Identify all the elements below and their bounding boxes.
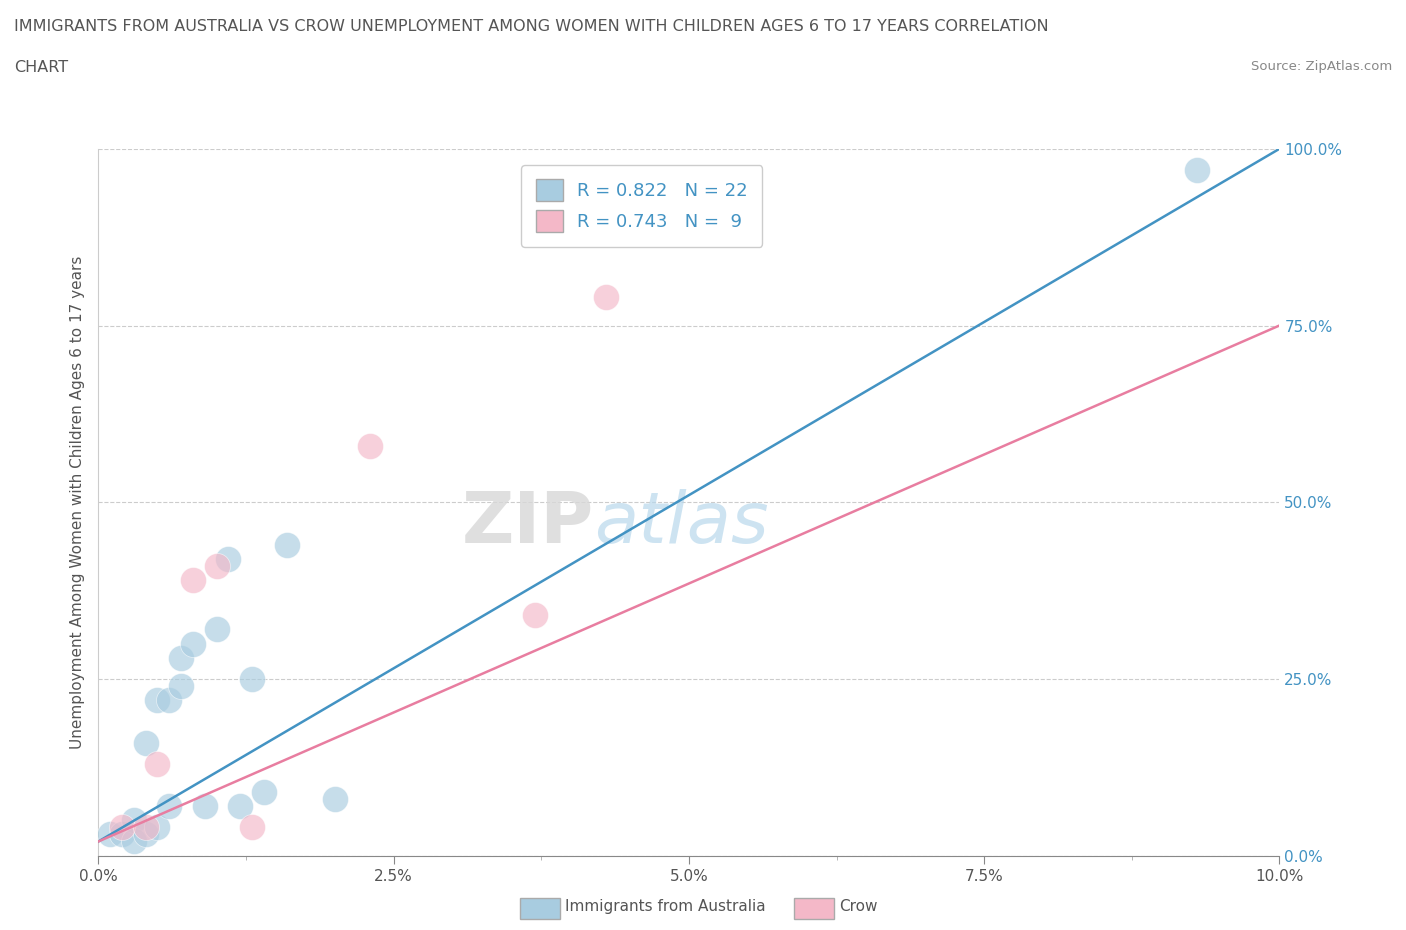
Point [122, 834, 145, 849]
Point [157, 693, 180, 708]
Point [524, 608, 547, 623]
Point [240, 820, 263, 835]
Point [205, 558, 228, 573]
Text: ZIP: ZIP [463, 489, 595, 558]
Point [253, 785, 276, 800]
Point [181, 573, 204, 588]
Point [359, 438, 381, 453]
Text: Source: ZipAtlas.com: Source: ZipAtlas.com [1251, 60, 1392, 73]
Text: Immigrants from Australia: Immigrants from Australia [565, 899, 766, 914]
Point [170, 679, 193, 694]
Point [111, 820, 134, 835]
Point [276, 538, 298, 552]
Point [111, 827, 134, 842]
Point [122, 813, 145, 828]
Point [146, 756, 169, 771]
Text: CHART: CHART [14, 60, 67, 75]
Point [135, 827, 157, 842]
Point [157, 799, 180, 814]
Point [205, 622, 228, 637]
Y-axis label: Unemployment Among Women with Children Ages 6 to 17 years: Unemployment Among Women with Children A… [69, 256, 84, 749]
Text: Crow: Crow [839, 899, 877, 914]
Point [323, 791, 346, 806]
Point [240, 671, 263, 686]
Point [135, 820, 157, 835]
Legend: R = 0.822   N = 22, R = 0.743   N =  9: R = 0.822 N = 22, R = 0.743 N = 9 [522, 165, 762, 246]
Point [170, 650, 193, 665]
Point [146, 693, 169, 708]
Point [194, 799, 217, 814]
Point [98, 827, 121, 842]
Point [146, 820, 169, 835]
Point [1185, 163, 1208, 178]
Text: IMMIGRANTS FROM AUSTRALIA VS CROW UNEMPLOYMENT AMONG WOMEN WITH CHILDREN AGES 6 : IMMIGRANTS FROM AUSTRALIA VS CROW UNEMPL… [14, 19, 1049, 33]
Text: atlas: atlas [595, 489, 769, 558]
Point [229, 799, 252, 814]
Point [217, 551, 239, 566]
Point [181, 636, 204, 651]
Point [595, 290, 617, 305]
Point [135, 735, 157, 750]
